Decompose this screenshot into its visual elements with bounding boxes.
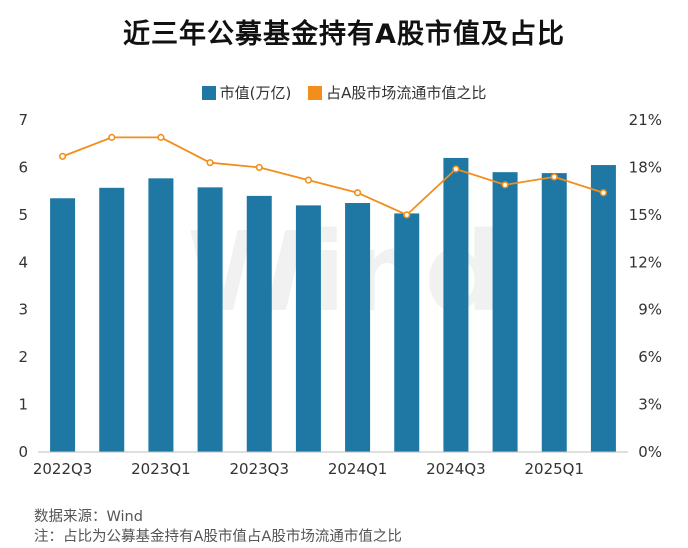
y-right-tick-label: 6%: [638, 348, 662, 366]
x-tick-label: 2023Q1: [131, 460, 191, 478]
x-tick-label: 2024Q3: [426, 460, 486, 478]
bar: [148, 178, 174, 452]
y-left-tick-label: 1: [18, 396, 28, 414]
y-right-tick-label: 0%: [638, 443, 662, 461]
bar: [394, 213, 420, 452]
y-right-tick-label: 21%: [629, 111, 662, 129]
legend-label-bar: 市值(万亿): [219, 84, 292, 102]
bar: [197, 187, 223, 452]
y-left-tick-label: 6: [18, 158, 28, 176]
legend: 市值(万亿) 占A股市场流通市值之比: [0, 82, 688, 104]
bar: [492, 172, 518, 452]
legend-swatch-line: [308, 85, 323, 100]
y-left-tick-label: 3: [18, 301, 28, 319]
legend-item-bar: 市值(万亿): [201, 82, 292, 103]
x-tick-label: 2024Q1: [328, 460, 388, 478]
legend-label-line: 占A股市场流通市值之比: [326, 84, 487, 102]
y-left-tick-label: 0: [18, 443, 28, 461]
y-right-tick-label: 9%: [638, 301, 662, 319]
legend-item-line: 占A股市场流通市值之比: [308, 82, 486, 103]
line-point: [403, 211, 411, 219]
bar: [590, 165, 616, 453]
line-point: [353, 189, 362, 197]
chart-title: 近三年公募基金持有A股市值及占比: [123, 19, 565, 50]
x-tick-label: 2022Q3: [33, 460, 93, 478]
legend-swatch-bar: [201, 85, 216, 100]
bar: [50, 198, 76, 452]
line-point: [304, 176, 313, 184]
line-point: [206, 159, 214, 167]
y-left-tick-label: 2: [18, 348, 28, 366]
line-point: [58, 152, 67, 160]
bar: [99, 187, 125, 452]
y-left-tick-label: 7: [18, 111, 28, 129]
line-point: [501, 181, 509, 189]
y-right-tick-label: 18%: [629, 158, 662, 176]
bar: [295, 205, 321, 452]
x-tick-label: 2023Q3: [229, 460, 289, 478]
line-point: [599, 189, 608, 197]
y-right-tick-label: 15%: [629, 206, 662, 224]
source-text: 数据来源：Wind: [34, 509, 143, 525]
y-right-tick-label: 12%: [629, 253, 662, 271]
y-right-tick-label: 3%: [638, 396, 662, 414]
line-point: [108, 133, 116, 141]
y-left-tick-label: 5: [18, 206, 28, 224]
bar: [541, 173, 567, 452]
line-point: [452, 165, 460, 173]
bar: [246, 195, 272, 452]
line-point: [255, 163, 263, 172]
line-point: [550, 173, 558, 181]
x-tick-label: 2025Q1: [524, 460, 584, 478]
bar: [443, 157, 469, 452]
series-line: [62, 136, 604, 216]
y-left-tick-label: 4: [18, 253, 28, 271]
line-point: [157, 133, 165, 141]
note-text: 注：占比为公募基金持有A股市值占A股市场流通市值之比: [34, 529, 402, 545]
bar: [345, 203, 371, 452]
